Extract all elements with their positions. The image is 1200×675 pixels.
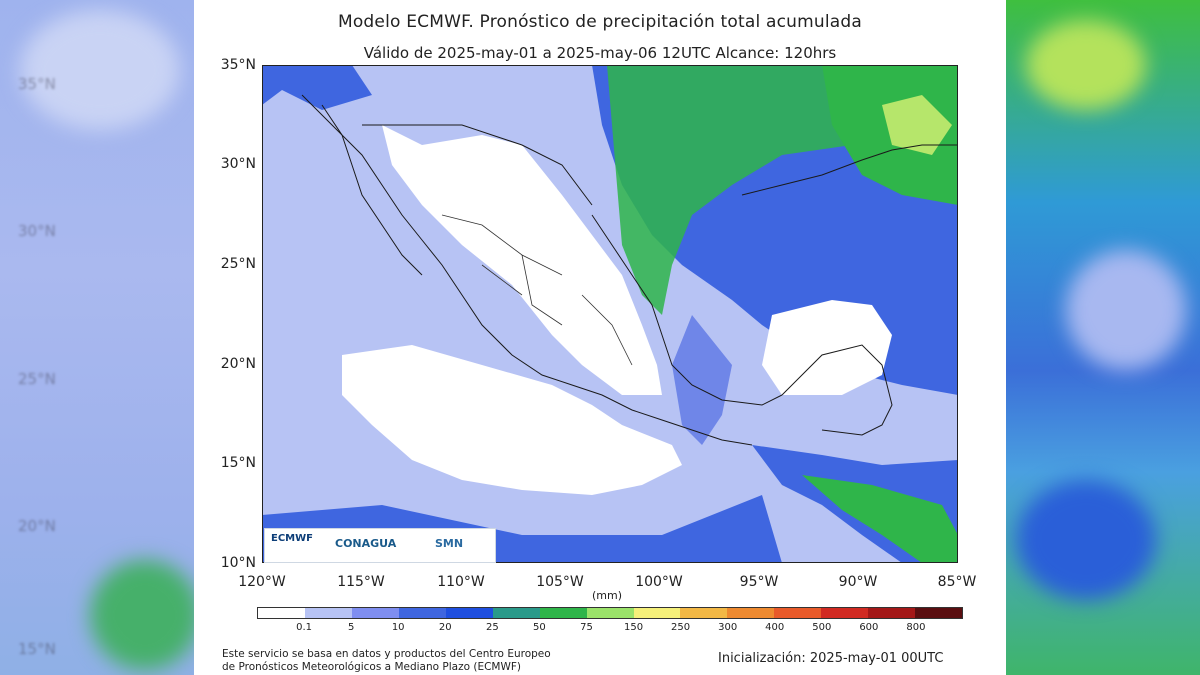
lon-label: 115°W bbox=[337, 574, 385, 590]
state-borders bbox=[441, 214, 633, 366]
lon-label: 90°W bbox=[838, 574, 878, 590]
lon-label: 120°W bbox=[238, 574, 286, 590]
initialization-time: Inicialización: 2025-may-01 00UTC bbox=[718, 651, 944, 666]
colorbar-swatch bbox=[915, 608, 963, 618]
colorbar-swatch bbox=[304, 608, 352, 618]
lat-label: 35°N bbox=[220, 57, 256, 73]
lon-label: 85°W bbox=[937, 574, 977, 590]
colorbar-unit: (mm) bbox=[592, 589, 623, 602]
colorbar-swatch bbox=[586, 608, 634, 618]
colorbar-swatch bbox=[445, 608, 493, 618]
lat-label: 25°N bbox=[220, 256, 256, 272]
colorbar-tick-label: 75 bbox=[580, 622, 593, 633]
colorbar-tick-label: 20 bbox=[438, 622, 452, 633]
pacific-coast bbox=[301, 94, 753, 446]
gulf-coast bbox=[591, 214, 783, 406]
colorbar-tick-label: 150 bbox=[623, 622, 644, 633]
lon-label: 100°W bbox=[635, 574, 683, 590]
colorbar-swatch bbox=[868, 608, 916, 618]
rain-region-green bbox=[607, 65, 862, 315]
colorbar-tick-label: 300 bbox=[718, 622, 738, 633]
lon-label: 105°W bbox=[536, 574, 584, 590]
lat-label: 30°N bbox=[220, 156, 256, 172]
colorbar-tick-label: 25 bbox=[485, 622, 499, 633]
yucatan-coast bbox=[781, 344, 893, 436]
colorbar-tick-label: 0.1 bbox=[296, 622, 313, 633]
us-mexico-border bbox=[362, 124, 593, 206]
ghost-lat-label: 20°N bbox=[18, 517, 56, 535]
blur-blob bbox=[1066, 250, 1186, 370]
colorbar-swatch bbox=[492, 608, 540, 618]
colorbar-swatch bbox=[258, 608, 305, 618]
rain-region-lightgreen bbox=[882, 95, 952, 155]
ghost-lat-label: 15°N bbox=[18, 640, 56, 658]
baja-california-coast bbox=[321, 104, 423, 276]
colorbar-tick-label: 250 bbox=[671, 622, 691, 633]
rain-region-green bbox=[802, 475, 958, 563]
colorbar-tick-label: 600 bbox=[859, 622, 879, 633]
coastlines bbox=[301, 94, 958, 446]
colorbar-tick-label: 800 bbox=[906, 622, 926, 633]
lat-label: 20°N bbox=[220, 356, 256, 372]
ghost-lat-label: 35°N bbox=[18, 75, 56, 93]
colorbar-swatch bbox=[351, 608, 399, 618]
colorbar-swatch bbox=[633, 608, 681, 618]
colorbar bbox=[257, 607, 963, 619]
lat-label: 15°N bbox=[220, 455, 256, 471]
logo-strip: ECMWF CONAGUA SMN bbox=[264, 528, 496, 563]
colorbar-tick-label: 50 bbox=[533, 622, 546, 633]
right-blurred-background bbox=[1006, 0, 1200, 675]
precipitation-map bbox=[262, 65, 958, 563]
blur-blob bbox=[1016, 480, 1156, 600]
lon-label: 110°W bbox=[437, 574, 485, 590]
colorbar-swatch bbox=[774, 608, 822, 618]
blur-blob bbox=[90, 560, 194, 670]
ghost-lat-label: 30°N bbox=[18, 222, 56, 240]
colorbar-tick-label: 5 bbox=[347, 622, 355, 633]
credit-line-1: Este servicio se basa en datos y product… bbox=[222, 648, 551, 660]
us-gulf-coast bbox=[741, 144, 958, 196]
colorbar-swatch bbox=[821, 608, 869, 618]
colorbar-swatch bbox=[539, 608, 587, 618]
figure-title: Modelo ECMWF. Pronóstico de precipitació… bbox=[337, 12, 863, 32]
dry-gulf-region bbox=[762, 300, 892, 395]
ghost-lat-label: 25°N bbox=[18, 370, 56, 388]
lat-label: 10°N bbox=[220, 555, 256, 571]
conagua-logo: CONAGUA bbox=[335, 537, 397, 550]
smn-logo: SMN bbox=[435, 537, 464, 550]
colorbar-swatch bbox=[727, 608, 775, 618]
colorbar-swatch bbox=[398, 608, 446, 618]
lon-label: 95°W bbox=[739, 574, 779, 590]
dry-ocean-region bbox=[342, 345, 682, 495]
blur-blob bbox=[20, 10, 180, 130]
credit-line-2: de Pronósticos Meteorológicos a Mediano … bbox=[222, 661, 521, 673]
rain-region-midblue bbox=[672, 315, 732, 445]
colorbar-tick-label: 10 bbox=[391, 622, 405, 633]
rain-region-blue bbox=[262, 65, 372, 110]
figure-subtitle: Válido de 2025-may-01 a 2025-may-06 12UT… bbox=[363, 44, 837, 62]
ecmwf-logo: ECMWF bbox=[271, 533, 313, 544]
colorbar-swatch bbox=[680, 608, 728, 618]
dry-region bbox=[382, 125, 662, 395]
colorbar-tick-label: 400 bbox=[765, 622, 785, 633]
blur-blob bbox=[1026, 20, 1146, 110]
left-blurred-background: 35°N 30°N 25°N 20°N 15°N bbox=[0, 0, 194, 675]
colorbar-tick-label: 500 bbox=[812, 622, 832, 633]
map-frame bbox=[262, 65, 958, 563]
